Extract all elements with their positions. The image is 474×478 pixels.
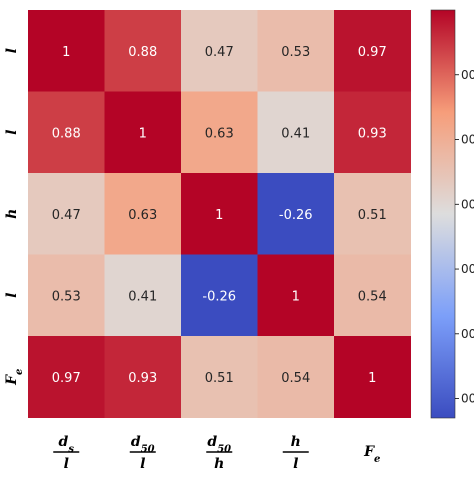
heatmap-cell-r3-c4	[334, 254, 411, 337]
heatmap-cell-r2-c3	[257, 173, 335, 255]
y-tick-label: l	[4, 130, 20, 135]
cell-value-label: 0.51	[205, 371, 234, 386]
colorbar-tick-label: 00	[461, 133, 474, 147]
heatmap-cell-r2-c2	[181, 173, 258, 255]
heatmap-cell-r2-c4	[334, 173, 411, 255]
x-tick-label: dsl	[53, 434, 80, 472]
y-tick-label: h	[4, 209, 20, 219]
cell-annotations: 1 0.88 0.47 0.53 0.97 0.88 1 0.63 0.41 0.93 0.47 0.…	[52, 45, 387, 386]
heatmap-cell-r2-c1	[104, 173, 182, 255]
colorbar-tick-label: 00	[461, 68, 474, 82]
svg-text:l: l	[293, 456, 298, 472]
colorbar-tick-label: 00	[461, 197, 474, 211]
cell-value-label: 0.88	[128, 45, 157, 60]
colorbar-tick-label: 00	[461, 392, 474, 406]
y-tick-label: Fe	[4, 369, 25, 386]
x-tick-label: hl	[282, 434, 309, 472]
heatmap-cell-r4-c2	[181, 336, 258, 418]
cell-value-label: 0.54	[358, 289, 387, 304]
cell-value-label: 0.93	[128, 371, 157, 386]
colorbar-tick-label: 00	[461, 327, 474, 341]
cell-value-label: 0.47	[205, 45, 234, 60]
cell-value-label: 1	[368, 371, 376, 386]
cell-value-label: 0.88	[52, 126, 81, 141]
cell-value-label: 0.54	[281, 371, 310, 386]
heatmap-cell-r1-c0	[28, 91, 105, 174]
colorbar-tick-label: 00	[461, 262, 474, 276]
cell-value-label: 0.63	[128, 208, 157, 223]
cell-value-label: -0.26	[202, 289, 236, 304]
svg-text:ds: ds	[59, 434, 75, 455]
svg-text:l: l	[64, 456, 69, 472]
heatmap-cell-r0-c0	[28, 10, 105, 92]
x-tick-label: Fe	[363, 444, 380, 465]
heatmap-cell-r3-c2	[181, 254, 258, 337]
heatmap-cell-r0-c1	[104, 10, 182, 92]
colorbar-gradient	[430, 9, 456, 419]
heatmap-cell-r3-c1	[104, 254, 182, 337]
svg-text:h: h	[214, 456, 224, 472]
heatmap-cell-r1-c3	[257, 91, 335, 174]
svg-text:h: h	[291, 434, 301, 450]
heatmap-cell-r1-c2	[181, 91, 258, 174]
svg-text:l: l	[140, 456, 145, 472]
heatmap-cells	[28, 10, 411, 418]
cell-value-label: 0.53	[281, 45, 310, 60]
heatmap-cell-r2-c0	[28, 173, 105, 255]
cell-value-label: 0.53	[52, 289, 81, 304]
colorbar: 00 00 00 00 00 00	[430, 9, 474, 419]
svg-text:d50: d50	[207, 434, 231, 455]
heatmap-cell-r3-c0	[28, 254, 105, 337]
cell-value-label: 0.41	[128, 289, 157, 304]
svg-text:Fe: Fe	[363, 444, 380, 465]
cell-value-label: 0.47	[52, 208, 81, 223]
heatmap-cell-r4-c4	[334, 336, 411, 418]
cell-value-label: 0.97	[52, 371, 81, 386]
cell-value-label: 1	[215, 208, 223, 223]
cell-value-label: 1	[139, 126, 147, 141]
heatmap-cell-r1-c1	[104, 91, 182, 174]
cell-value-label: 0.93	[358, 126, 387, 141]
cell-value-label: 0.97	[358, 45, 387, 60]
cell-value-label: 0.51	[358, 208, 387, 223]
heatmap-cell-r0-c4	[334, 10, 411, 92]
cell-value-label: 0.41	[281, 126, 310, 141]
heatmap-cell-r0-c2	[181, 10, 258, 92]
cell-value-label: 0.63	[205, 126, 234, 141]
svg-text:d50: d50	[131, 434, 155, 455]
cell-value-label: 1	[62, 45, 70, 60]
cell-value-label: -0.26	[279, 208, 313, 223]
y-axis-labels: l l h l Fe	[4, 48, 25, 386]
heatmap-cell-r0-c3	[257, 10, 335, 92]
heatmap-cell-r4-c1	[104, 336, 182, 418]
heatmap-cell-r4-c3	[257, 336, 335, 418]
y-tick-label: l	[4, 48, 20, 53]
heatmap-cell-r1-c4	[334, 91, 411, 174]
cell-value-label: 1	[292, 289, 300, 304]
y-tick-label: l	[4, 293, 20, 298]
heatmap-cell-r4-c0	[28, 336, 105, 418]
heatmap-cell-r3-c3	[257, 254, 335, 337]
